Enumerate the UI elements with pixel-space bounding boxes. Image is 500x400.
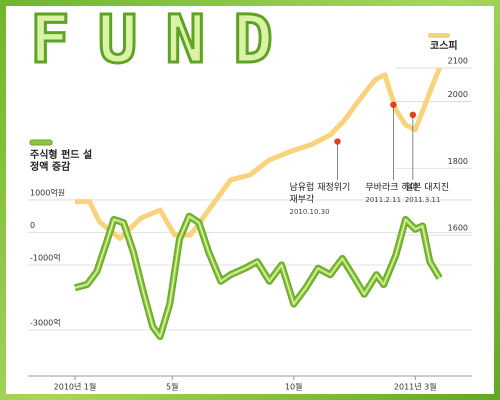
legend-swatch [428,33,450,38]
annotation-date: 2011.2.11 [365,196,402,204]
annotation-date: 2011.3.11 [404,196,441,204]
y-tick-label: -1000억 [30,252,61,262]
y2-tick-label: 1800 [448,157,468,166]
line-highlight [74,215,441,338]
y2-tick-label: 2100 [448,57,468,66]
x-tick-label: 10월 [285,382,303,392]
annotation-dot [334,138,341,145]
legend-label: 코스피 [430,41,458,52]
annotation-text: 남유럽 재정위기 재부각 [289,183,351,205]
legend-swatch [29,139,53,146]
x-tick-label: 2011년 3월 [394,382,437,392]
annotation-text: 무바라크 하야 [365,183,418,193]
annotation-dot [390,101,397,108]
annotation-text: 일본 대지진 [404,183,450,193]
legend-label: 주식형 펀드 설정액 증감 [30,150,93,173]
y2-tick-label: 2000 [448,90,468,99]
chart-title: FUND [30,1,301,78]
y-tick-label: 1000억원 [30,187,65,197]
y-tick-label: -3000억 [30,318,61,328]
x-tick-label: 2010년 1월 [54,382,97,392]
y2-tick-label: 1600 [448,224,468,233]
x-tick-label: 5월 [166,382,178,392]
annotation-date: 2010.10.30 [289,208,330,216]
annotation-dot [409,111,417,119]
y-tick-label: 0 [30,221,35,230]
line [75,67,442,241]
